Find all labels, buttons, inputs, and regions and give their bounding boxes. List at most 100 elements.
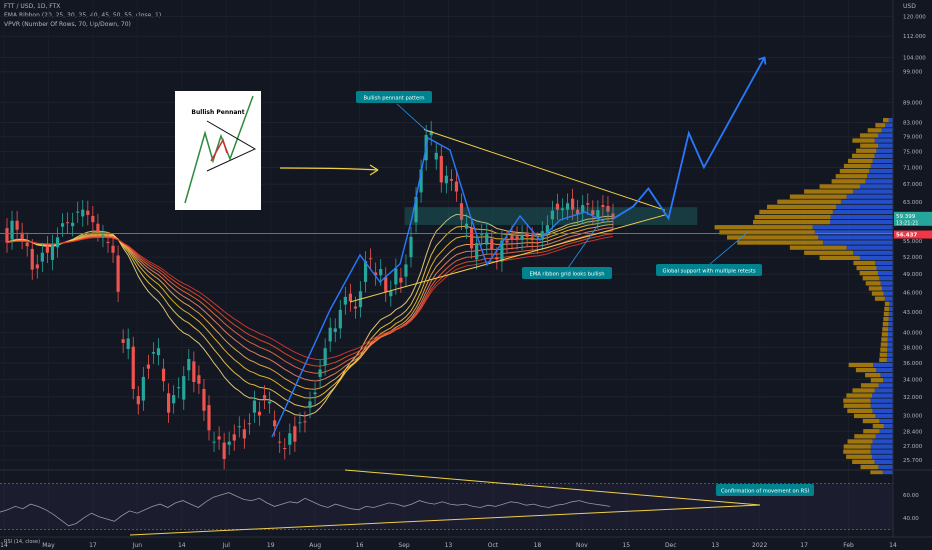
price-tick-label: 34.000	[903, 377, 923, 383]
vpvr-bar-down	[872, 439, 893, 444]
rsi-upper-trend	[344, 469, 761, 506]
vpvr-bar-down	[878, 133, 893, 138]
candle	[156, 348, 161, 356]
vpvr-bar-down	[814, 230, 893, 235]
vpvr-bar-up	[862, 276, 880, 281]
bullish-pennant-inset: Bullish Pennant	[175, 91, 261, 210]
candle	[515, 236, 519, 240]
candle	[505, 240, 509, 243]
candle	[172, 395, 176, 404]
candle	[278, 441, 282, 443]
vpvr-bar-up	[884, 301, 890, 306]
candle	[268, 401, 272, 404]
candle	[611, 213, 615, 219]
vpvr-bar-up	[847, 158, 873, 164]
vpvr-bar-up	[819, 255, 860, 260]
candle	[167, 393, 171, 413]
vpvr-bar-down	[880, 373, 893, 378]
vpvr-bar-up	[854, 434, 876, 439]
candle	[182, 376, 186, 400]
vpvr-bar-down	[865, 179, 893, 184]
vpvr-bar-down	[870, 444, 893, 449]
candle	[10, 220, 14, 240]
candle	[25, 242, 29, 247]
vpvr-bar-up	[882, 327, 889, 332]
price-tick-label: 79.000	[903, 135, 923, 141]
ema-line	[6, 230, 614, 374]
vpvr-bar-up	[870, 378, 884, 383]
note-ribbon-box	[522, 267, 612, 279]
vpvr-bar-up	[870, 469, 883, 475]
candle	[60, 223, 65, 227]
vpvr-bar-up	[863, 429, 880, 434]
price-tick-label: 46.000	[903, 290, 923, 296]
candle	[374, 272, 378, 276]
vpvr-bar-down	[875, 260, 893, 266]
vpvr-bar-up	[881, 332, 888, 337]
pennant-diagram	[184, 95, 257, 204]
rsi-tick-label: 60.00	[903, 493, 919, 499]
vpvr-bar-down	[874, 138, 893, 143]
vpvr-bar-down	[873, 362, 893, 368]
vpvr-bar-down	[875, 413, 893, 419]
vpvr-bar-down	[887, 352, 893, 357]
vpvr-bar-down	[887, 337, 893, 342]
candle	[500, 240, 504, 262]
vpvr-bar-down	[874, 459, 893, 464]
vpvr-bar-down	[885, 123, 893, 128]
vpvr-bar-down	[818, 235, 893, 240]
note-ribbon: EMA ribbon grid looks bullish	[529, 271, 604, 277]
price-tick-label: 32.000	[903, 395, 923, 401]
currency-label: USD	[903, 3, 916, 10]
vpvr-bar-up	[880, 342, 888, 347]
vpvr-bar-up	[883, 311, 889, 317]
candle	[15, 220, 19, 230]
vpvr-bar-down	[869, 169, 893, 174]
vpvr-bar-down	[840, 199, 893, 204]
vpvr-bar-down	[879, 276, 893, 281]
time-axis: 14 May 17 Jun 14 Jul 19 Aug 16 Sep 13 Oct 18 Nov 15 Dec…	[0, 536, 932, 549]
vpvr-bar-up	[860, 133, 879, 138]
vpvr-bar-down	[870, 163, 893, 169]
candle	[565, 203, 570, 210]
vpvr-bar-down	[859, 184, 893, 189]
inset-title: Bullish Pennant	[191, 109, 245, 116]
candle	[454, 181, 459, 192]
vpvr-bar-up	[839, 169, 870, 174]
current-price-badge	[894, 211, 932, 226]
candle	[495, 257, 499, 260]
support-price-label: 56.437	[896, 233, 917, 239]
vpvr-bar-up	[804, 250, 854, 255]
callout-line	[396, 103, 429, 133]
candle	[273, 420, 277, 427]
ema-ribbon-legend[interactable]: EMA Ribbon (20, 25, 30, 35, 40, 45, 50, …	[4, 12, 162, 19]
vpvr-bar-down	[881, 128, 893, 133]
vpvr-bar-down	[872, 393, 893, 398]
time-tick-label: 17	[800, 542, 808, 549]
candle	[379, 268, 383, 276]
vpvr-bar-up	[879, 357, 887, 362]
vpvr-bar-up	[789, 245, 847, 250]
candle	[126, 338, 130, 349]
vpvr-bar-up	[843, 449, 871, 454]
candle	[141, 376, 145, 401]
vpvr-bar-up	[879, 352, 888, 357]
candle	[596, 210, 600, 219]
vpvr-bar-down	[872, 158, 893, 164]
vpvr-bar-down	[884, 296, 893, 301]
candle	[586, 203, 590, 205]
candle	[475, 243, 479, 260]
time-tick-label: 14	[889, 542, 897, 549]
candle	[66, 222, 70, 224]
candle	[76, 211, 80, 213]
rsi-legend[interactable]: RSI (14, close)	[4, 539, 41, 545]
vpvr-bar-up	[865, 373, 881, 378]
symbol-title[interactable]: FTT / USD, 1D, FTX	[4, 3, 61, 10]
wave-path	[271, 136, 606, 438]
vpvr-bar-down	[883, 424, 893, 429]
vpvr-legend[interactable]: VPVR (Number Of Rows, 70, Up/Down, 70)	[4, 21, 131, 28]
vpvr-bar-down	[888, 118, 893, 123]
vpvr-bar-down	[887, 332, 893, 337]
time-tick-label: Oct	[488, 542, 499, 549]
